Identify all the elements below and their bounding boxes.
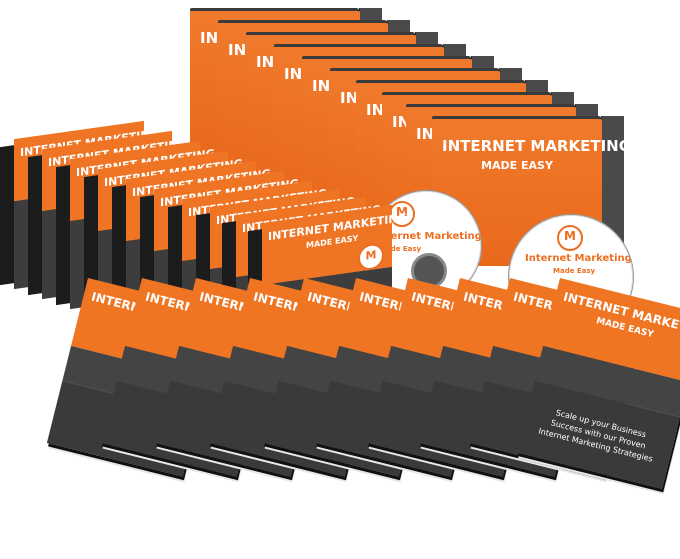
report-tagline: Scale up your Business Success with our … <box>537 408 654 464</box>
brand-logo-icon: M <box>358 241 384 272</box>
brand-logo-icon: M <box>557 225 583 251</box>
dvd-subtitle: MADE EASY <box>481 159 553 172</box>
disc-subtitle: Made Easy <box>553 267 596 275</box>
dvd-title: INTERNET MARKETING <box>442 137 632 155</box>
product-bundle-graphic: INT INT INT INT INT INT INT INT INT INTE… <box>0 8 680 489</box>
format-label: PDF <box>619 511 637 524</box>
disc-title: Internet Marketing <box>525 253 632 264</box>
